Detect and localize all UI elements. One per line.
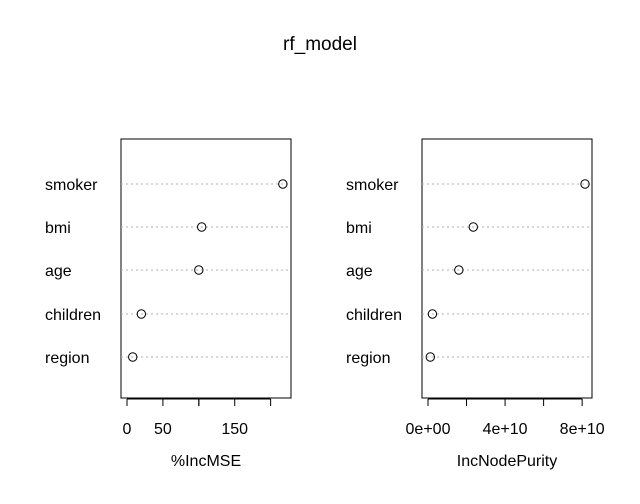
x-tick-label: 0: [123, 421, 132, 438]
x-tick-label: 50: [154, 421, 172, 438]
data-point: [427, 309, 438, 319]
x-tick-label: 4e+10: [483, 421, 528, 438]
category-label: bmi: [346, 220, 372, 237]
data-point: [425, 352, 436, 362]
category-label: smoker: [45, 177, 98, 194]
category-label: age: [346, 263, 373, 280]
x-tick-label: 0e+00: [406, 421, 451, 438]
data-point: [194, 265, 204, 275]
data-point: [580, 179, 590, 189]
category-label: region: [346, 350, 390, 367]
data-point: [454, 265, 464, 275]
x-tick-label: 150: [221, 421, 248, 438]
data-point: [128, 352, 138, 362]
data-point: [278, 179, 288, 189]
plot-frame: [120, 138, 292, 399]
panel-2: smoker bmi age children region 0e+00 4e+10 8e+1…: [346, 138, 605, 470]
data-point: [196, 222, 207, 232]
plot-frame: [421, 138, 593, 399]
data-point: [136, 309, 147, 319]
category-label: children: [45, 307, 101, 324]
data-point: [468, 222, 478, 232]
x-tick-label: 8e+10: [560, 421, 605, 438]
category-label: bmi: [45, 220, 71, 237]
category-label: children: [346, 307, 402, 324]
x-axis-label: IncNodePurity: [457, 453, 558, 470]
category-label: region: [45, 350, 89, 367]
chart-title: rf_model: [283, 34, 357, 55]
category-label: smoker: [346, 177, 399, 194]
category-label: age: [45, 263, 72, 280]
x-axis-label: %IncMSE: [171, 453, 241, 470]
panel-1: smoker bmi age children region 0 50 150 %IncMSE: [45, 138, 292, 470]
